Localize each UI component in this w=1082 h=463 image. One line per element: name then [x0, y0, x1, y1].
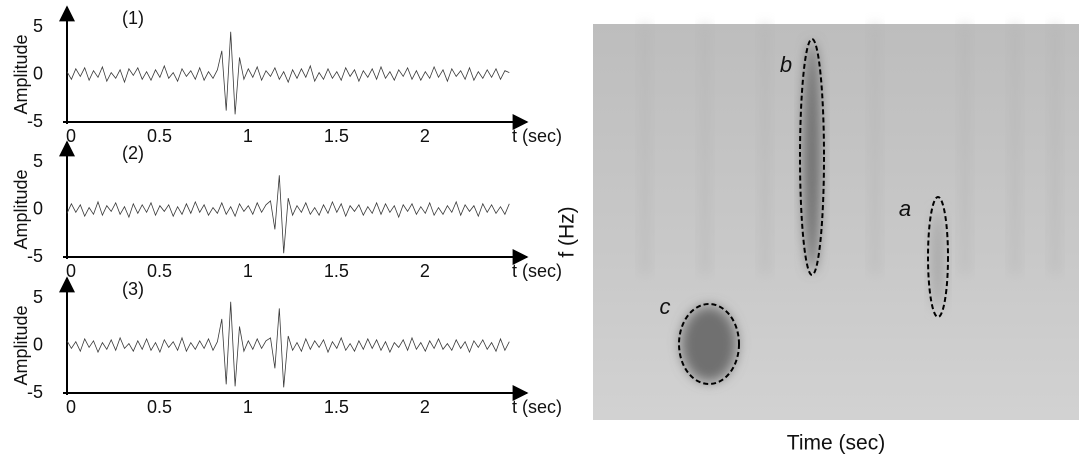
y-tick-label: 0 [33, 198, 43, 218]
panel-label: (2) [122, 143, 144, 163]
spectrogram-streak [960, 24, 970, 274]
energy-blob [931, 210, 945, 310]
x-tick-label: 1 [243, 397, 253, 417]
y-axis-label: f (Hz) [556, 206, 579, 257]
x-axis-label: t (sec) [512, 126, 562, 146]
signal-line [66, 301, 510, 388]
x-tick-label: 0 [66, 397, 76, 417]
spectrogram [593, 24, 1079, 420]
x-tick-label: 2 [420, 261, 430, 281]
y-tick-label: 5 [33, 151, 43, 171]
x-tick-label: 1.5 [324, 397, 349, 417]
annotation-outline [927, 196, 949, 318]
x-tick-label: 0.5 [147, 126, 172, 146]
y-tick-label: -5 [27, 246, 43, 266]
spectrogram-streak [1050, 24, 1060, 274]
x-tick-label: 2 [420, 126, 430, 146]
y-axis-label: Amplitude [11, 305, 31, 385]
y-tick-label: 0 [33, 63, 43, 83]
y-tick-label: 5 [33, 16, 43, 36]
spectrogram-streak [870, 24, 880, 274]
annotation-label: c [660, 294, 671, 319]
x-tick-label: 1.5 [324, 126, 349, 146]
x-tick-label: 0 [66, 261, 76, 281]
y-axis-label: Amplitude [11, 34, 31, 114]
signal-line [66, 31, 510, 115]
x-tick-label: 2 [420, 397, 430, 417]
signal-line [66, 175, 510, 254]
annotation-outline [799, 38, 825, 276]
spectrogram-streak [1010, 24, 1020, 274]
x-axis-label: t (sec) [512, 261, 562, 281]
y-tick-label: 0 [33, 334, 43, 354]
y-axis-label: Amplitude [11, 169, 31, 249]
x-tick-label: 0.5 [147, 261, 172, 281]
spectrogram-streak [640, 24, 650, 274]
energy-blob [803, 42, 821, 272]
spectrogram-image [593, 24, 1079, 420]
x-axis-label: Time (sec) [787, 432, 885, 455]
spectrogram-streak [700, 24, 710, 274]
y-tick-label: -5 [27, 382, 43, 402]
x-tick-label: 0.5 [147, 397, 172, 417]
annotation-label: b [780, 52, 792, 77]
spectrogram-streak [760, 24, 770, 274]
x-tick-label: 1 [243, 261, 253, 281]
annotation-outline [678, 303, 740, 385]
x-tick-label: 0 [66, 126, 76, 146]
annotation-label: a [899, 196, 911, 221]
energy-blob [681, 306, 737, 382]
x-tick-label: 1 [243, 126, 253, 146]
y-tick-label: 5 [33, 287, 43, 307]
x-axis-label: t (sec) [512, 397, 562, 417]
panel-label: (3) [122, 279, 144, 299]
panel-label: (1) [122, 8, 144, 28]
x-tick-label: 1.5 [324, 261, 349, 281]
y-tick-label: -5 [27, 111, 43, 131]
